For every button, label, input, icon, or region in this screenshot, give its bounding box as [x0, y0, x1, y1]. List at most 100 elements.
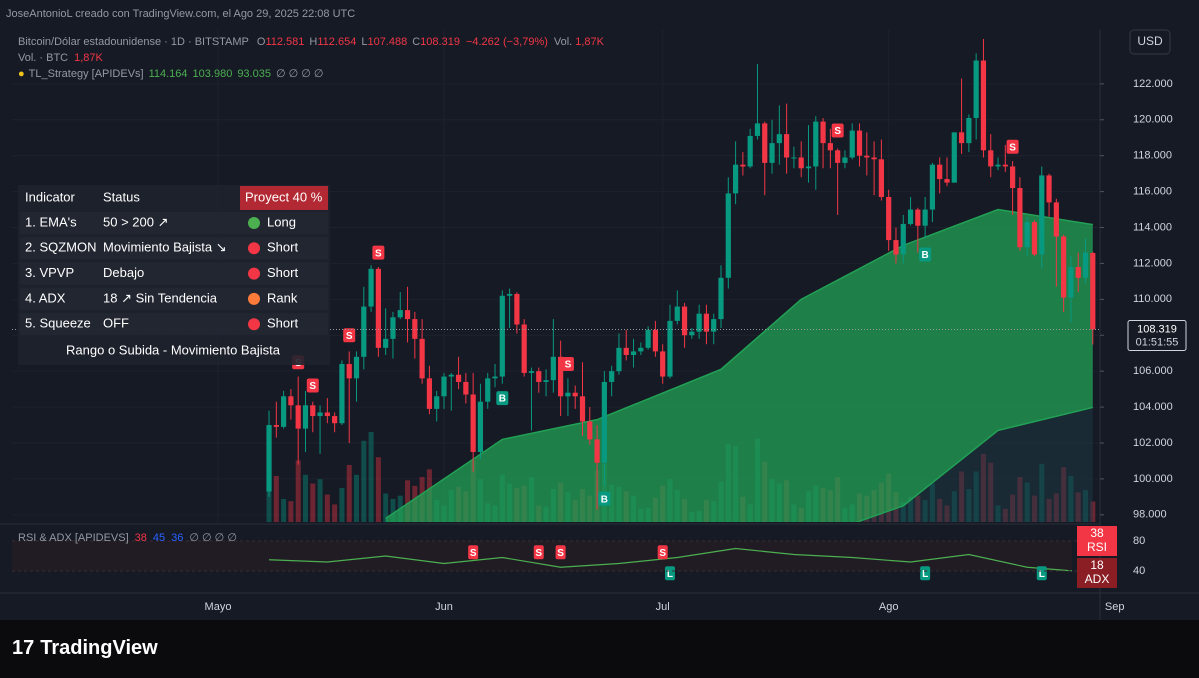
signal-marker: [372, 245, 385, 260]
table-cell: OFF: [103, 316, 129, 331]
candle-body: [383, 338, 389, 348]
candle-body: [317, 412, 323, 417]
signal-label: B: [601, 494, 608, 505]
candle-body: [1017, 188, 1023, 248]
cloud-fill: [385, 209, 1093, 522]
logo[interactable]: 17 TradingView: [12, 637, 158, 659]
candle-body: [412, 319, 418, 339]
candle-body: [558, 356, 564, 397]
table-cell: 2. SQZMON: [25, 240, 97, 255]
candle-body: [798, 157, 804, 169]
signal-marker: [598, 491, 611, 506]
candle-body: [273, 425, 279, 427]
volume-bar: [405, 480, 411, 522]
signal-marker: [343, 328, 356, 343]
status-dot: [248, 217, 260, 229]
volume-bar: [281, 498, 287, 522]
volume-bar: [339, 487, 345, 522]
status-dot: [248, 267, 260, 280]
table-header: Indicator: [25, 189, 76, 204]
volume-bar: [361, 440, 367, 522]
y-tick-label: 120.000: [1133, 114, 1173, 126]
y-tick-label: 116.000: [1133, 186, 1172, 198]
table-cell: 1. EMA's: [25, 214, 77, 229]
table-header: Proyect 40 %: [245, 189, 323, 204]
candle-body: [769, 143, 775, 163]
rsi-signal: [664, 566, 675, 581]
candle-body: [536, 371, 542, 382]
candle-body: [1090, 252, 1096, 330]
candle-body: [463, 381, 469, 395]
candle-body: [703, 313, 710, 332]
rsi-signal-label: S: [535, 548, 542, 559]
indicator-name: TL_Strategy [APIDEVs]: [29, 68, 144, 80]
candle-body: [310, 405, 316, 417]
indicator-extra: ∅ ∅ ∅ ∅: [276, 68, 324, 80]
candle-body: [302, 405, 309, 429]
rsi-signal: [1036, 566, 1047, 581]
candle-body: [958, 132, 965, 144]
ohlc-value: 107.488: [367, 36, 407, 48]
cloud-upper: [385, 208, 1093, 520]
table-cell: 50 > 200 ↗: [103, 214, 168, 229]
candle-body: [514, 293, 520, 325]
candle-body: [455, 374, 462, 382]
table-cell: 3. VPVP: [25, 265, 74, 280]
candle-body: [288, 396, 294, 406]
candle-body: [477, 401, 484, 452]
currency[interactable]: USD: [1137, 34, 1163, 48]
price-tag-box: [1127, 320, 1187, 352]
candle-body: [681, 306, 688, 336]
signal-label: S: [346, 331, 353, 342]
table-cell: Short: [267, 240, 298, 255]
y-tick-label: 98.000: [1133, 509, 1167, 521]
candle-body: [856, 130, 863, 156]
badge-label: RSI: [1087, 540, 1107, 554]
candle-body: [419, 338, 425, 379]
volume-bar: [346, 464, 352, 522]
x-tick-label: Jul: [656, 601, 670, 613]
table-cell: 18 ↗ Sin Tendencia: [103, 290, 218, 305]
candle-body: [507, 293, 513, 296]
candle-body: [980, 60, 987, 151]
candle-body: [572, 392, 578, 397]
volume-bar: [310, 483, 316, 522]
candle-body: [470, 394, 476, 452]
table-cell: 4. ADX: [25, 290, 66, 305]
signal-marker: [496, 391, 509, 406]
signal-label: S: [375, 248, 382, 259]
rsi-signal: [920, 566, 931, 581]
candle-body: [652, 329, 658, 352]
y-tick-label: 106.000: [1133, 365, 1173, 377]
signal-marker: [306, 378, 319, 393]
signal-label: S: [1009, 142, 1016, 153]
rsi-legend-value: 36: [171, 532, 183, 544]
candle-body: [638, 347, 644, 352]
volume-bar: [295, 460, 301, 522]
candle-body: [784, 134, 790, 158]
candle-body: [579, 396, 586, 422]
candle-body: [973, 60, 979, 118]
candle-body: [740, 164, 746, 167]
rsi-signal: [533, 545, 544, 560]
candle-body: [266, 425, 272, 492]
candle-body: [747, 135, 753, 167]
x-tick-label: Jun: [435, 601, 453, 613]
candle-body: [353, 356, 360, 379]
candle-body: [324, 412, 330, 417]
rsi-tick-label: 40: [1133, 565, 1145, 577]
volume-bar: [288, 501, 294, 522]
volume-bar: [375, 457, 381, 522]
candle-body: [886, 196, 892, 241]
volume-bar: [390, 498, 396, 522]
rsi-signal-label: S: [557, 548, 564, 559]
x-tick-label: Ago: [879, 601, 899, 613]
rsi-legend-extra: ∅ ∅ ∅ ∅: [189, 532, 237, 544]
signal-marker: [1006, 139, 1019, 154]
badge-label: ADX: [1085, 572, 1110, 586]
cloud-shadow: [385, 407, 1093, 522]
candle-body: [1002, 164, 1008, 167]
candle-body: [944, 179, 950, 183]
candle-body: [601, 381, 607, 463]
currency-button[interactable]: [1129, 29, 1171, 55]
